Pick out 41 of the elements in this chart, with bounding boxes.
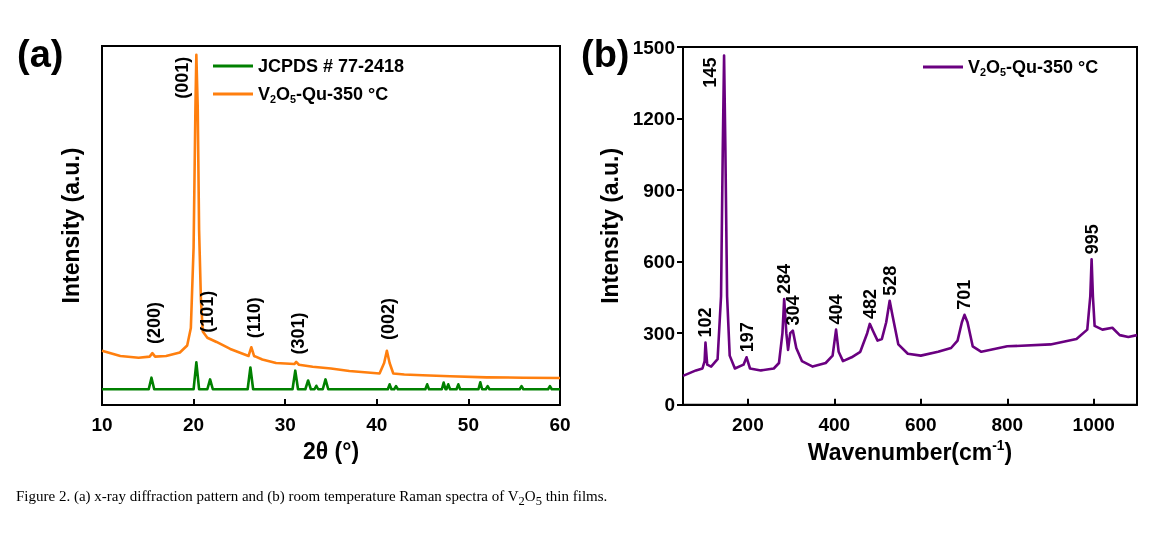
y-tick-label: 600 [643,251,675,273]
chart-title: (b) [581,33,630,75]
annotation: (200) [144,301,165,344]
x-tick-label: 200 [732,413,764,435]
y-tick-label: 1200 [632,108,675,130]
x-axis-title: 2θ (°) [302,437,360,464]
y-axis-title: Intensity (a.u.) [57,147,84,304]
annotation: 197 [736,322,757,353]
annotation: (001) [172,56,193,99]
legend-label: JCPDS # 77-2418 [258,56,405,76]
x-tick-label: 50 [457,414,479,435]
annotation: (301) [288,312,309,355]
annotation: 995 [1081,224,1102,255]
chart-title: (a) [17,33,64,75]
y-tick-label: 300 [643,322,675,344]
x-tick-label: 600 [904,413,937,435]
annotation: 701 [954,279,975,310]
x-tick-label: 1000 [1072,413,1115,435]
annotation: (101) [197,290,218,333]
annotation: 404 [826,294,847,325]
line-series [681,54,1139,378]
y-axis-title: Intensity (a.u.) [597,147,624,304]
x-tick-label: 30 [274,414,296,435]
x-tick-label: 40 [366,414,388,435]
caption: Figure 2. (a) x-ray diffraction pattern and (b) room temperature Raman spectra of V$_{2}$O$_{5}$ thin films. [16,488,609,509]
annotation: (110) [244,297,265,339]
y-tick-label: 0 [664,394,675,416]
y-tick-label: 1500 [632,36,675,58]
x-tick-label: 60 [549,414,571,435]
annotation: 102 [695,307,716,338]
x-tick-label: 20 [183,414,205,435]
x-tick-label: 10 [91,414,113,435]
annotation: 304 [782,295,803,326]
x-tick-label: 800 [991,413,1024,435]
annotation: (002) [377,298,398,341]
annotation: 528 [879,265,900,296]
annotation: 284 [774,264,795,295]
annotation: 145 [700,57,721,88]
x-tick-label: 400 [818,413,851,435]
y-tick-label: 900 [643,179,675,201]
annotation: 482 [859,288,880,319]
